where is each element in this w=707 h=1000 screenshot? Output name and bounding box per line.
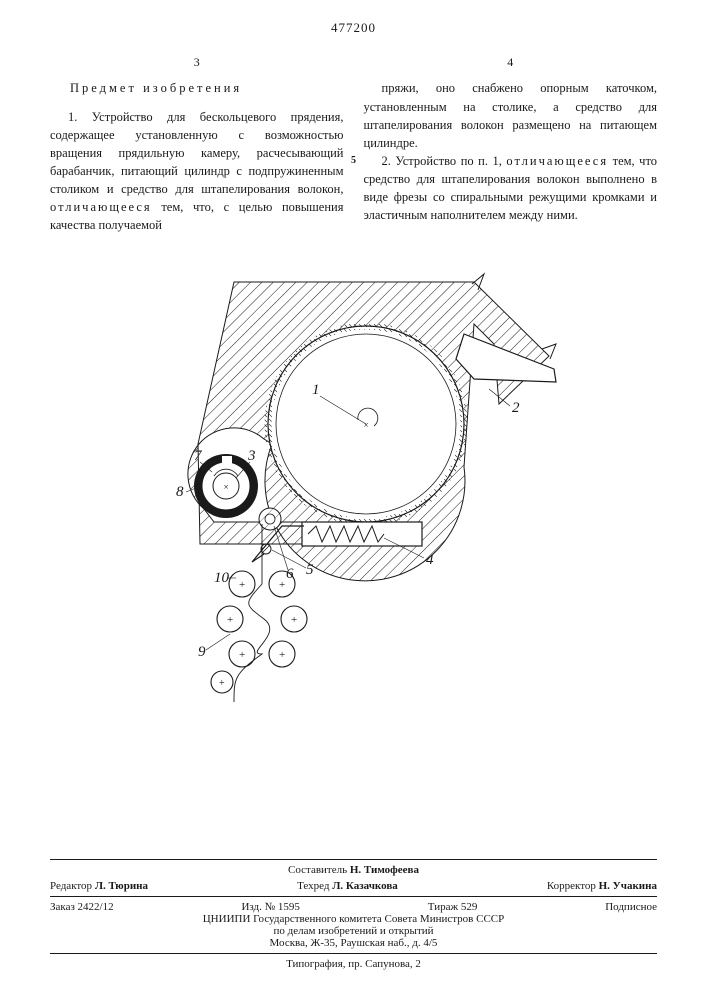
label-7: 7: [194, 448, 203, 464]
svg-text:+: +: [279, 579, 285, 591]
divider-top: [50, 859, 657, 860]
claim1-dist: отличающееся: [50, 200, 152, 214]
address: Москва, Ж-35, Раушская наб., д. 4/5: [50, 937, 657, 949]
table-frame: [302, 522, 422, 546]
tech: Техред Л. Казачкова: [297, 880, 398, 892]
support-roller-6-inner: [265, 514, 275, 524]
svg-text:+: +: [219, 678, 225, 689]
label-2: 2: [512, 400, 520, 416]
izd: Изд. № 1595: [241, 901, 299, 913]
divider-mid: [50, 896, 657, 897]
line-number-5: 5: [351, 155, 356, 166]
col-num-right: 4: [364, 54, 658, 71]
pub-row: Заказ 2422/12 Изд. № 1595 Тираж 529 Подп…: [50, 901, 657, 913]
feed-slot: [222, 456, 232, 468]
svg-text:+: +: [279, 649, 285, 661]
right-column: 4 пряжи, оно снабжено опорным каточком, …: [364, 54, 658, 234]
divider-bot: [50, 953, 657, 954]
text-columns: 3 Предмет изобретения 1. Устройство для …: [50, 54, 657, 234]
claim2-dist: отличающееся: [506, 154, 608, 168]
subject-heading: Предмет изобретения: [50, 79, 344, 97]
label-1: 1: [312, 382, 320, 398]
org2: по делам изобретений и открытий: [50, 925, 657, 937]
svg-text:+: +: [291, 614, 297, 626]
claim1-cont: пряжи, оно снабжено опорным каточком, ус…: [364, 79, 658, 152]
patent-number: 477200: [50, 20, 657, 36]
typography: Типография, пр. Сапунова, 2: [50, 958, 657, 970]
left-column: 3 Предмет изобретения 1. Устройство для …: [50, 54, 344, 234]
patent-figure: × × + + + + + + +: [144, 264, 564, 704]
svg-text:+: +: [227, 614, 233, 626]
order: Заказ 2422/12: [50, 901, 114, 913]
svg-text:+: +: [239, 579, 245, 591]
org1: ЦНИИПИ Государственного комитета Совета …: [50, 913, 657, 925]
label-9: 9: [198, 644, 206, 660]
footer: Составитель Н. Тимофеева Редактор Л. Тюр…: [50, 855, 657, 970]
composer-line: Составитель Н. Тимофеева: [50, 864, 657, 876]
label-8: 8: [176, 484, 184, 500]
composer-name: Н. Тимофеева: [350, 864, 419, 876]
sub: Подписное: [605, 901, 657, 913]
feed-center-x: ×: [223, 482, 229, 492]
claim2: 2. Устройство по п. 1, отличающееся тем,…: [364, 152, 658, 225]
credits-row: Редактор Л. Тюрина Техред Л. Казачкова К…: [50, 880, 657, 892]
tirage: Тираж 529: [428, 901, 478, 913]
label-5: 5: [306, 562, 314, 578]
editor: Редактор Л. Тюрина: [50, 880, 148, 892]
drum-center-x: ×: [363, 420, 369, 430]
composer-label: Составитель: [288, 864, 347, 876]
patent-page: 477200 3 Предмет изобретения 1. Устройст…: [0, 0, 707, 1000]
claim1-lead: 1. Устройство для бескольцевого прядения…: [50, 110, 344, 197]
col-num-left: 3: [50, 54, 344, 71]
label-3: 3: [247, 448, 256, 464]
claim1: 1. Устройство для бескольцевого прядения…: [50, 108, 344, 235]
claim2-lead: 2. Устройство по п. 1,: [382, 154, 502, 168]
label-4: 4: [426, 552, 434, 568]
svg-text:+: +: [239, 649, 245, 661]
label-10: 10: [214, 570, 230, 586]
corrector: Корректор Н. Учакина: [547, 880, 657, 892]
drawoff-rollers: + + + + + + +: [211, 571, 307, 693]
